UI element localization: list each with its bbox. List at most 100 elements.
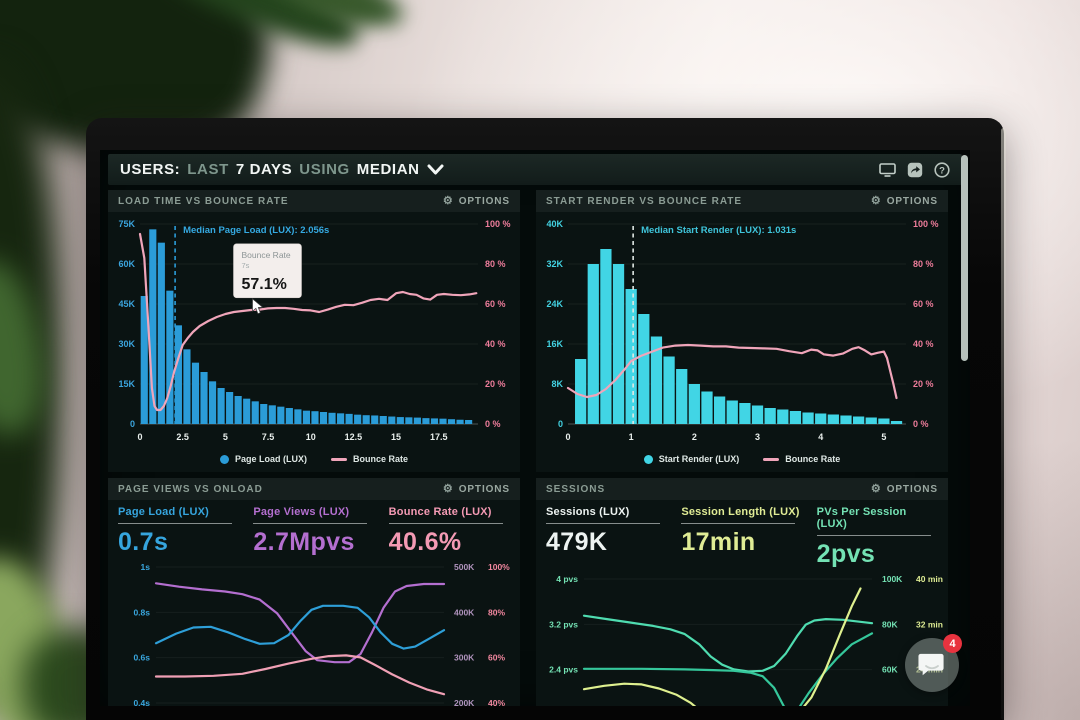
- notification-badge: 4: [943, 634, 962, 653]
- bar: [456, 419, 464, 424]
- bar: [726, 400, 738, 424]
- right-axis-tick-2: 32 min: [916, 619, 943, 629]
- x-axis-tick: 17.5: [430, 432, 448, 442]
- laptop: USERS: LAST 7 DAYS USING MEDIAN: [86, 118, 1006, 720]
- bar: [764, 408, 776, 424]
- line-series: [154, 604, 446, 650]
- options-button[interactable]: ⚙ OPTIONS: [870, 194, 938, 207]
- right-axis-tick-2: 60%: [488, 653, 505, 663]
- bezel-highlight: [1001, 128, 1006, 720]
- legend-item: Bounce Rate: [331, 454, 408, 464]
- right-axis-tick: 100 %: [913, 219, 939, 229]
- title-part: USERS:: [120, 161, 181, 178]
- line-series: [582, 614, 874, 673]
- median-annotation: Median Start Render (LUX): 1.031s: [641, 225, 796, 236]
- bar: [465, 420, 473, 424]
- left-axis-tick: 0: [130, 419, 135, 429]
- x-axis-tick: 2: [692, 432, 697, 442]
- chat-widget[interactable]: 4: [905, 634, 962, 692]
- svg-text:?: ?: [939, 165, 945, 176]
- legend-swatch: [331, 457, 347, 461]
- load-time-chart: 75K 100 % 60K 80 % 45K 60 % 30K 40 % 15K 20 % 0 0 %…: [118, 219, 511, 442]
- right-axis-tick: 80 %: [913, 259, 934, 269]
- right-axis-tick: 40 %: [485, 339, 506, 349]
- panel-title: START RENDER VS BOUNCE RATE: [546, 195, 743, 207]
- bar: [166, 290, 174, 424]
- title-part: USING: [299, 161, 350, 178]
- x-axis-tick: 4: [818, 432, 823, 442]
- right-axis-tick: 0 %: [913, 419, 929, 429]
- left-axis-tick: 24K: [546, 299, 563, 309]
- bar: [600, 249, 612, 424]
- bar: [354, 414, 362, 424]
- metric-session-length: Session Length (LUX) 17min: [681, 506, 802, 569]
- bar: [802, 412, 814, 424]
- metric-rule: [388, 523, 503, 524]
- x-axis-tick: 1: [629, 432, 634, 442]
- bar: [840, 415, 852, 424]
- bar: [217, 388, 225, 424]
- bar: [405, 417, 413, 424]
- right-axis-tick-2: 40%: [488, 698, 505, 706]
- median-annotation: Median Page Load (LUX): 2.056s: [183, 225, 329, 236]
- bar: [200, 372, 208, 424]
- left-axis-tick: 0.6s: [133, 653, 150, 663]
- options-button[interactable]: ⚙ OPTIONS: [442, 482, 510, 495]
- right-axis-tick: 60 %: [913, 299, 934, 309]
- right-axis-tick: 80 %: [485, 259, 506, 269]
- bar: [371, 415, 379, 424]
- share-icon[interactable]: [907, 162, 923, 178]
- bar: [251, 401, 259, 424]
- bar: [285, 408, 293, 424]
- line-series: [154, 582, 446, 664]
- svg-text:7s: 7s: [241, 261, 249, 270]
- right-axis-tick: 400K: [454, 607, 475, 617]
- options-button[interactable]: ⚙ OPTIONS: [870, 482, 938, 495]
- bar: [413, 417, 421, 424]
- legend-item: Bounce Rate: [763, 454, 840, 464]
- right-axis-tick-2: 100%: [488, 562, 510, 572]
- panel-start-render: START RENDER VS BOUNCE RATE ⚙ OPTIONS 40…: [536, 190, 948, 472]
- right-axis-tick: 20 %: [485, 379, 506, 389]
- x-axis-tick: 3: [755, 432, 760, 442]
- bar: [379, 416, 387, 424]
- x-axis-tick: 5: [881, 432, 886, 442]
- title-part: LAST: [187, 161, 229, 178]
- bar: [208, 381, 217, 424]
- left-axis-tick: 40K: [546, 219, 563, 229]
- bar: [439, 418, 447, 424]
- metric-bounce-rate: Bounce Rate (LUX) 40.6%: [388, 506, 510, 557]
- bar: [157, 242, 165, 424]
- x-axis-tick: 5: [223, 432, 228, 442]
- line-series: [803, 587, 862, 706]
- bar: [337, 413, 345, 424]
- legend-item: Page Load (LUX): [219, 454, 307, 464]
- title-part: 7 DAYS: [235, 161, 293, 178]
- right-axis-tick: 100 %: [485, 219, 511, 229]
- metric-label: Bounce Rate (LUX): [388, 506, 492, 518]
- start-render-chart: 40K 100 % 32K 80 % 24K 60 % 16K 40 % 8K 20 % 0 0 % 0…: [546, 219, 939, 442]
- metric-rule: [118, 523, 233, 524]
- panel-title: PAGE VIEWS VS ONLOAD: [118, 483, 263, 495]
- bar: [701, 391, 713, 424]
- metric-rule: [253, 523, 368, 524]
- bar: [149, 229, 157, 424]
- metric-value: 2pvs: [816, 540, 876, 568]
- metric-label: PVs Per Session (LUX): [816, 506, 907, 530]
- line-series: [582, 667, 785, 706]
- right-axis-tick: 20 %: [913, 379, 934, 389]
- scrollbar[interactable]: [961, 155, 968, 361]
- bar: [827, 414, 839, 424]
- page-title[interactable]: USERS: LAST 7 DAYS USING MEDIAN: [120, 161, 444, 178]
- bar: [638, 314, 650, 424]
- right-axis-tick: 80K: [882, 619, 898, 629]
- options-button[interactable]: ⚙ OPTIONS: [442, 194, 510, 207]
- monitor-icon[interactable]: [879, 162, 896, 177]
- bar: [751, 405, 764, 424]
- help-icon[interactable]: ?: [934, 161, 950, 178]
- chart-legend: Page Load (LUX) Bounce Rate: [108, 448, 520, 470]
- metric-rule: [681, 523, 796, 524]
- x-axis-tick: 7.5: [262, 432, 275, 442]
- left-axis-tick: 2.4 pvs: [549, 665, 578, 675]
- chart-legend: Start Render (LUX) Bounce Rate: [536, 448, 948, 470]
